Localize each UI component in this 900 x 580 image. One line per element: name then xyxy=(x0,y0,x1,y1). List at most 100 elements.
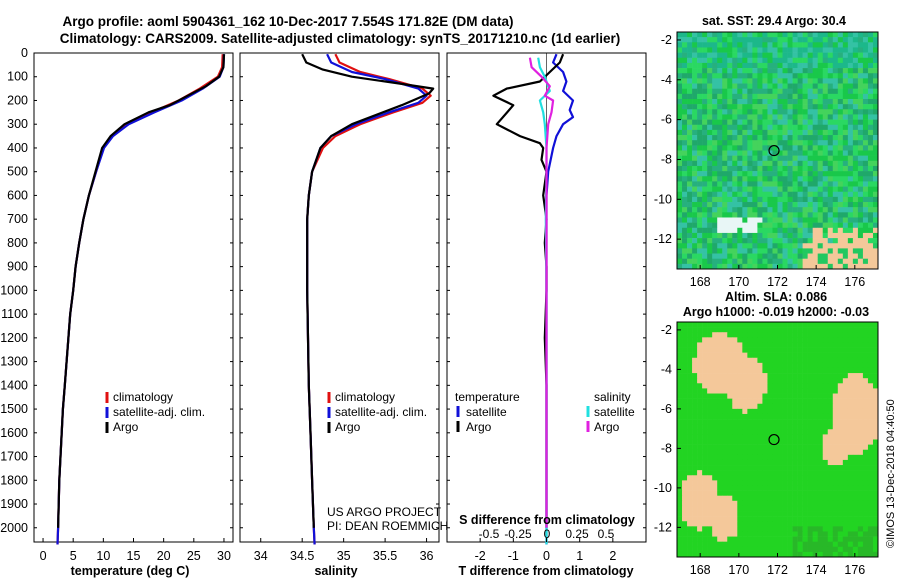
map-cell xyxy=(847,408,854,415)
map-cell xyxy=(827,129,834,136)
map-cell xyxy=(717,526,723,532)
map-cell xyxy=(697,347,703,353)
map-cell xyxy=(677,83,683,89)
map-cell xyxy=(747,32,753,38)
map-cell xyxy=(707,135,713,141)
map-cell xyxy=(837,62,844,69)
map-cell xyxy=(837,531,844,537)
map-cell xyxy=(707,439,713,445)
map-cell xyxy=(752,337,758,343)
legend-label: climatology xyxy=(113,390,173,404)
map-cell xyxy=(837,357,844,364)
map-cell xyxy=(762,62,768,69)
map-cell xyxy=(702,176,708,182)
map-cell xyxy=(737,98,743,105)
map-cell xyxy=(762,119,768,126)
map-cell xyxy=(687,37,693,43)
map-cell xyxy=(827,37,834,43)
map-cell xyxy=(772,83,778,89)
map-cell xyxy=(862,332,869,338)
map-cell xyxy=(677,454,683,461)
map-cell xyxy=(807,227,813,234)
map-cell xyxy=(717,342,723,348)
map-cell xyxy=(832,419,839,425)
map-cell xyxy=(772,202,778,208)
map-cell xyxy=(792,145,798,151)
map-cell xyxy=(687,383,693,389)
map-cell xyxy=(787,495,793,502)
map-cell xyxy=(767,258,773,265)
map-cell xyxy=(747,57,753,64)
map-cell xyxy=(847,83,854,89)
map-cell xyxy=(852,408,859,415)
map-cell xyxy=(852,140,859,146)
map-cell xyxy=(857,47,864,53)
map-cell xyxy=(727,165,733,172)
map-cell xyxy=(852,352,859,359)
map-cell xyxy=(747,227,753,234)
map-cell xyxy=(772,342,778,348)
map-cell xyxy=(852,119,859,126)
map-cell xyxy=(707,327,713,333)
map-cell xyxy=(842,135,849,141)
map-cell xyxy=(752,551,758,558)
map-cell xyxy=(687,347,693,353)
map-cell xyxy=(682,403,688,410)
map-cell xyxy=(762,470,768,476)
map-cell xyxy=(822,248,829,254)
map-cell xyxy=(827,449,834,456)
map-cell xyxy=(797,248,803,254)
map-cell xyxy=(782,362,788,369)
map-cell xyxy=(867,160,874,167)
map-cell xyxy=(722,357,728,364)
map-cell xyxy=(777,511,783,517)
map-cell xyxy=(692,248,698,254)
map-cell xyxy=(807,434,813,440)
map-cell xyxy=(792,263,798,270)
map-cell xyxy=(862,327,869,333)
map-cell xyxy=(817,475,824,481)
map-cell xyxy=(857,398,864,405)
map-cell xyxy=(797,495,803,502)
map-cell xyxy=(752,505,758,512)
map-cell xyxy=(802,403,808,410)
map-cell xyxy=(792,388,798,394)
map-cell xyxy=(787,357,793,364)
legend-title-temperature: temperature xyxy=(455,390,520,404)
map-cell xyxy=(757,238,763,244)
map-cell xyxy=(682,551,688,558)
map-cell xyxy=(777,73,783,79)
map-cell xyxy=(687,243,693,249)
map-cell xyxy=(812,73,818,79)
map-cell xyxy=(822,388,829,394)
map-cell xyxy=(857,408,864,415)
map-cell xyxy=(867,485,874,491)
map-cell xyxy=(797,505,803,512)
map-cell xyxy=(822,459,829,466)
map-cell xyxy=(717,531,723,537)
map-cell xyxy=(787,434,793,440)
map-cell xyxy=(837,541,844,548)
map-cell xyxy=(767,222,773,229)
map-cell xyxy=(757,202,763,208)
map-cell xyxy=(762,490,768,496)
map-cell xyxy=(862,419,869,425)
map-cell xyxy=(812,470,818,476)
map-cell xyxy=(692,47,698,53)
map-cell xyxy=(872,352,879,359)
map-cell xyxy=(737,413,743,420)
map-cell xyxy=(772,109,778,115)
map-cell xyxy=(792,217,798,223)
map-cell xyxy=(832,531,839,537)
map-cell xyxy=(757,352,763,359)
map-cell xyxy=(717,150,723,156)
map-cell xyxy=(697,485,703,491)
map-cell xyxy=(862,68,869,74)
map-cell xyxy=(827,373,834,379)
s-tick-label: 0.25 xyxy=(565,527,589,541)
map-cell xyxy=(827,546,834,553)
depth-tick-label: 1200 xyxy=(0,331,28,345)
map-cell xyxy=(852,258,859,265)
map-cell xyxy=(692,327,698,333)
map-cell xyxy=(857,32,864,38)
